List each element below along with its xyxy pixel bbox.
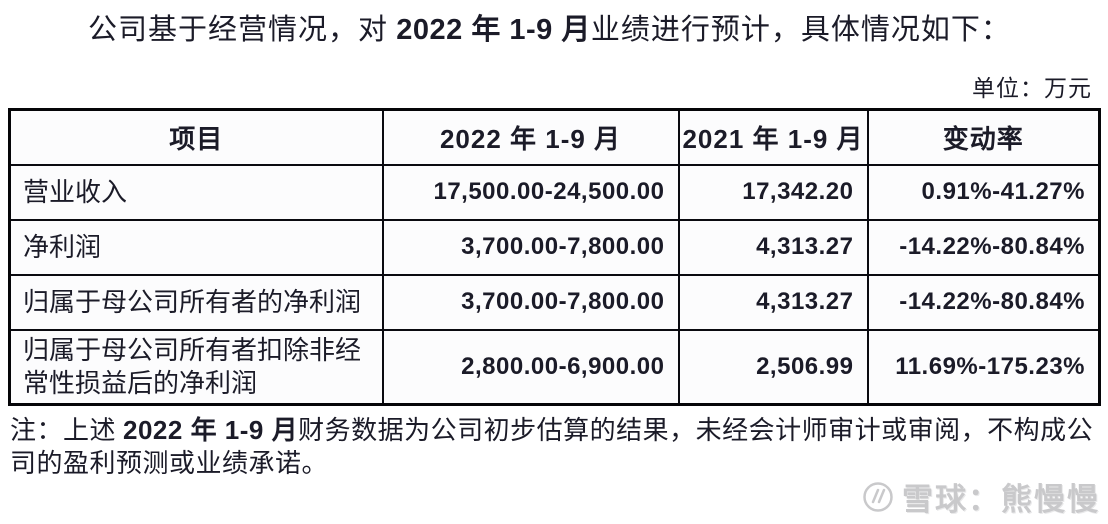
text-segment: 业绩进行预计，具体情况如下： <box>590 14 1011 46</box>
table-header-row: 项目 2022 年 1-9 月 2021 年 1-9 月 变动率 <box>8 108 1101 166</box>
header-2022-period: 2022 年 1-9 月 <box>381 108 680 166</box>
watermark: 雪球：熊慢慢 <box>861 474 1100 519</box>
watermark-text: 雪球：熊慢慢 <box>902 482 1100 517</box>
forecast-2022-cell: 2,800.00-6,900.00 <box>381 328 680 405</box>
item-cell: 归属于母公司所有者的净利润 <box>8 273 384 331</box>
actual-2021-cell: 4,313.27 <box>677 218 869 276</box>
item-cell: 营业收入 <box>8 163 384 221</box>
text-segment: 2022 年 1-9 月 <box>123 414 299 445</box>
forecast-table: 项目 2022 年 1-9 月 2021 年 1-9 月 变动率 营业收入 17,… <box>8 108 1101 406</box>
table-row: 营业收入 17,500.00-24,500.00 17,342.20 0.91%-41… <box>8 163 1101 221</box>
table-body: 营业收入 17,500.00-24,500.00 17,342.20 0.91%-41… <box>8 163 1101 405</box>
header-2021-period: 2021 年 1-9 月 <box>677 108 869 166</box>
header-item: 项目 <box>8 108 384 166</box>
actual-2021-cell: 17,342.20 <box>677 163 869 221</box>
change-rate-cell: 0.91%-41.27% <box>866 163 1101 221</box>
table-row: 归属于母公司所有者的净利润 3,700.00-7,800.00 4,313.27 -1… <box>8 273 1101 331</box>
text-segment: 公司基于经营情况，对 <box>88 14 397 46</box>
actual-2021-cell: 4,313.27 <box>677 273 869 331</box>
item-cell: 归属于母公司所有者扣除非经常性损益后的净利润 <box>8 328 384 405</box>
table-row: 净利润 3,700.00-7,800.00 4,313.27 -14.22%-80.8… <box>8 218 1101 276</box>
forecast-2022-cell: 3,700.00-7,800.00 <box>381 273 680 331</box>
forecast-2022-cell: 17,500.00-24,500.00 <box>381 163 680 221</box>
unit-label: 单位：万元 <box>972 76 1092 101</box>
text-segment: 注：上述 <box>10 415 124 445</box>
footnote: 注：上述 2022 年 1-9 月财务数据为公司初步估算的结果，未经会计师审计或… <box>10 414 1102 480</box>
actual-2021-cell: 2,506.99 <box>677 328 869 405</box>
table-row: 归属于母公司所有者扣除非经常性损益后的净利润 2,800.00-6,900.00 2… <box>8 328 1101 405</box>
text-segment: 财务数据为公司初步估算的结果，未经会计师审计或审阅，不构成公司的盈利预测或业绩承… <box>10 415 1094 478</box>
change-rate-cell: -14.22%-80.84% <box>866 218 1101 276</box>
xueqiu-logo-icon <box>861 480 895 514</box>
change-rate-cell: 11.69%-175.23% <box>866 328 1101 405</box>
item-cell: 净利润 <box>8 218 384 276</box>
header-change-rate: 变动率 <box>866 108 1101 166</box>
forecast-2022-cell: 3,700.00-7,800.00 <box>381 218 680 276</box>
change-rate-cell: -14.22%-80.84% <box>866 273 1101 331</box>
text-segment: 2022 年 1-9 月 <box>396 14 591 46</box>
page-title: 公司基于经营情况，对 2022 年 1-9 月业绩进行预计，具体情况如下： <box>0 0 1108 50</box>
